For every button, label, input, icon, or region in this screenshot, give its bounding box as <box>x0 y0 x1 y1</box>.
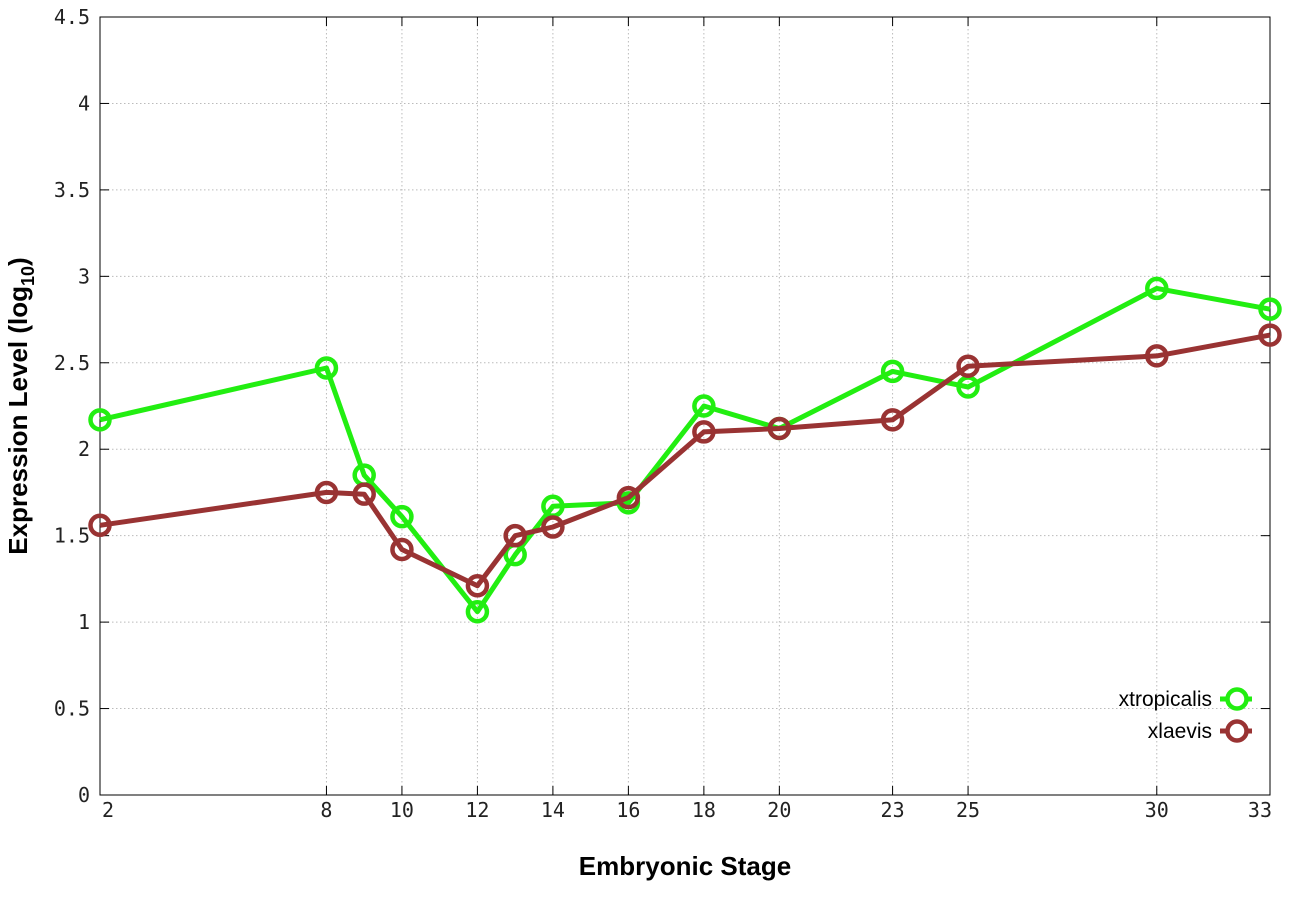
legend-item-xtropicalis: xtropicalis <box>1119 687 1252 711</box>
data-point-xtropicalis <box>880 359 905 384</box>
x-tick-label: 18 <box>692 798 716 822</box>
data-point-xlaevis <box>465 574 490 598</box>
data-point-xtropicalis <box>390 504 414 529</box>
x-tick-label: 25 <box>956 798 980 822</box>
legend-label: xlaevis <box>1148 720 1212 743</box>
data-point-xlaevis <box>88 513 112 538</box>
y-axis-title-main: Expression Level (log <box>3 286 33 555</box>
data-point-xlaevis <box>692 420 716 444</box>
x-tick-label: 16 <box>616 798 640 822</box>
data-point-xlaevis <box>616 485 641 510</box>
data-point-xtropicalis <box>88 408 112 432</box>
data-point-xtropicalis <box>465 599 490 624</box>
data-point-xlaevis <box>880 408 905 432</box>
x-tick-label: 23 <box>881 798 905 822</box>
y-tick-label: 3 <box>78 264 90 288</box>
data-point-xtropicalis <box>1145 276 1169 301</box>
y-tick-label: 1 <box>78 610 90 634</box>
legend-item-xlaevis: xlaevis <box>1148 719 1252 743</box>
y-tick-label: 3.5 <box>54 178 90 202</box>
x-tick-label: 33 <box>1248 798 1272 822</box>
axis-ticks <box>99 16 1271 796</box>
data-point-xlaevis <box>503 523 527 548</box>
series-xlaevis <box>88 323 1282 598</box>
data-point-xlaevis <box>767 416 792 441</box>
y-tick-label: 4 <box>78 91 90 115</box>
y-axis-title: Expression Level (log10) <box>3 257 38 554</box>
y-tick-label: 4.5 <box>54 5 90 29</box>
y-tick-label: 2 <box>78 437 90 461</box>
x-tick-label: 2 <box>102 798 114 822</box>
y-axis-title-close: ) <box>3 257 33 266</box>
data-point-xtropicalis <box>692 394 716 418</box>
x-tick-label: 14 <box>541 798 565 822</box>
legend: xtropicalis xlaevis <box>1119 687 1252 743</box>
series-line-xlaevis <box>99 332 1271 589</box>
data-point-xlaevis <box>541 515 565 539</box>
data-point-xlaevis <box>1145 344 1169 368</box>
legend-swatch-marker <box>1225 687 1249 711</box>
x-tick-label: 20 <box>767 798 791 822</box>
x-tick-label: 12 <box>465 798 489 822</box>
data-point-xlaevis <box>956 354 980 378</box>
data-point-xlaevis <box>1258 323 1282 347</box>
x-axis-tick-labels: 2 8 10 12 14 16 18 20 23 25 30 33 <box>102 798 1272 822</box>
data-point-xlaevis <box>314 480 339 505</box>
legend-label: xtropicalis <box>1119 688 1212 711</box>
series-xtropicalis <box>88 276 1282 624</box>
x-tick-label: 10 <box>390 798 414 822</box>
data-point-xtropicalis <box>314 356 339 380</box>
y-axis-title-subscript: 10 <box>18 266 38 286</box>
y-tick-label: 0.5 <box>54 697 90 721</box>
plot-frame <box>99 16 1271 796</box>
x-tick-label: 30 <box>1145 798 1169 822</box>
y-axis-tick-labels: 0 0.5 1 1.5 2 2.5 3 3.5 4 4.5 <box>54 5 90 807</box>
y-tick-label: 1.5 <box>54 524 90 548</box>
grid-lines <box>100 17 1270 795</box>
y-tick-label: 0 <box>78 783 90 807</box>
data-point-xlaevis <box>390 537 414 562</box>
x-tick-label: 8 <box>320 798 332 822</box>
x-axis-title: Embryonic Stage <box>579 851 791 881</box>
legend-swatch-marker <box>1225 719 1249 743</box>
data-point-xlaevis <box>352 482 376 506</box>
y-tick-label: 2.5 <box>54 351 90 375</box>
series-layer <box>88 276 1282 624</box>
data-point-xtropicalis <box>1258 297 1282 321</box>
